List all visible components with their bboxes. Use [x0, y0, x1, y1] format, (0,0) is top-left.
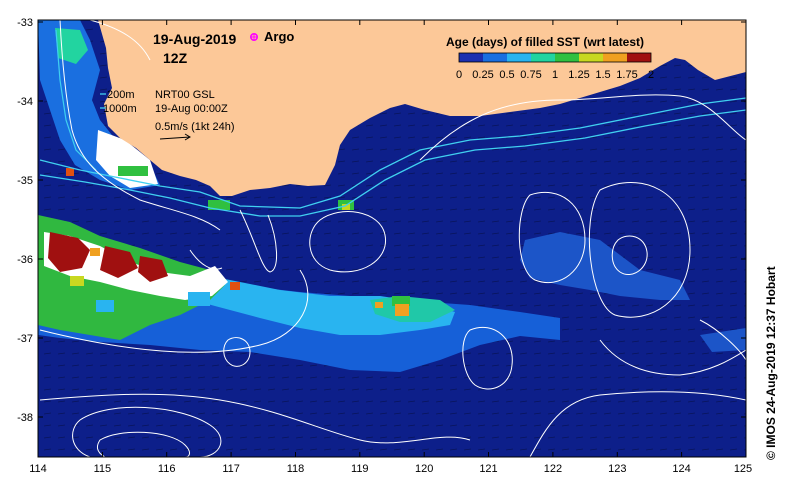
- x-tick-label: 124: [672, 463, 690, 475]
- y-tick-label: -34: [17, 96, 33, 108]
- legend-title: Age (days) of filled SST (wrt latest): [446, 35, 644, 49]
- colorbar-tick: 0: [456, 69, 462, 81]
- y-axis-ticks: [38, 21, 746, 418]
- vector-scale-arrow: [159, 133, 191, 141]
- sst-fill-albany-yellow: [342, 204, 350, 210]
- isobath-1000m: [39, 109, 746, 217]
- land-australia: [98, 20, 746, 196]
- sst-fill-coast-red: [66, 168, 74, 176]
- sst-fill-west-darkred: [48, 232, 90, 272]
- sst-fill-west-red: [230, 282, 240, 290]
- x-tick-label: 121: [479, 463, 497, 475]
- colorbar-tick: 1.5: [595, 69, 610, 81]
- ssh-contour-line-8: [59, 20, 221, 231]
- x-tick-label: 122: [544, 463, 562, 475]
- colorbar-tick: 0.5: [499, 69, 514, 81]
- x-tick-label: 120: [415, 463, 433, 475]
- sst-fill-orange-small-2: [375, 302, 383, 308]
- colorbar-swatch: [483, 53, 507, 62]
- argo-float-marker: [250, 32, 259, 41]
- age-colorbar-legend: Age (days) of filled SST (wrt latest) 0 …: [446, 35, 654, 81]
- sst-fill-west-lightblue-2: [96, 300, 114, 312]
- date-label: 19-Aug-2019: [153, 31, 236, 47]
- ssh-contour-line-10: [189, 249, 223, 270]
- ssh-contour-line-9: [89, 20, 151, 61]
- plot-area: [38, 20, 746, 457]
- sst-fill-coast-green: [55, 28, 88, 64]
- colorbar-tick: 1.25: [568, 69, 589, 81]
- ssh-contour-ring-3: [588, 182, 691, 318]
- sst-fill-cape-green: [208, 200, 230, 210]
- product-label: NRT00 GSL: [155, 89, 215, 101]
- ssh-contour-line-6: [239, 209, 278, 273]
- ssh-contour-ring-8: [96, 431, 190, 457]
- plot-frame: [37, 19, 747, 458]
- ssh-contour-line-2: [39, 393, 471, 444]
- time-label: 12Z: [163, 50, 188, 66]
- sst-fill-west-orange: [90, 248, 100, 256]
- sst-fill-patch-east: [520, 232, 690, 300]
- x-axis-labels: 114 115 116 117 118 119 120 121 122 123 …: [29, 463, 752, 475]
- argo-label: Argo: [264, 29, 294, 44]
- colorbar-tick-labels: 0 0.25 0.5 0.75 1 1.25 1.5 1.75 2: [456, 69, 654, 81]
- x-tick-label: 125: [734, 463, 752, 475]
- ssh-contour-ring-4: [611, 235, 648, 275]
- y-tick-label: -35: [17, 175, 33, 187]
- ssh-contour-ring-7: [72, 406, 222, 457]
- y-axis-labels: -33 -34 -35 -36 -37 -38: [17, 17, 33, 424]
- colorbar-tick: 0.75: [520, 69, 541, 81]
- isobath-1000m-label: 1000m: [103, 103, 137, 115]
- ssh-contour-line-3: [529, 391, 746, 457]
- vector-scale-label: 0.5m/s (1kt 24h): [155, 121, 234, 133]
- sst-fill-teal-patch: [370, 296, 455, 322]
- colorbar-swatch: [627, 53, 651, 62]
- x-tick-label: 123: [608, 463, 626, 475]
- ssh-contour-ring-6: [223, 337, 251, 367]
- sst-fill-west-darkred-3: [138, 256, 168, 282]
- analysis-time-label: 19-Aug 00:00Z: [155, 103, 228, 115]
- colorbar-tick: 0.25: [472, 69, 493, 81]
- isobath-shelf-west: [55, 29, 97, 171]
- ssh-contour-line-4: [699, 319, 746, 361]
- isobath-200m: [39, 97, 746, 209]
- imos-credit: © IMOS 24-Aug-2019 12:37 Hobart: [764, 266, 778, 460]
- colorbar-swatch: [531, 53, 555, 62]
- ssh-contour-line-7: [599, 339, 746, 376]
- colorbar-swatches: [458, 52, 652, 63]
- x-tick-label: 116: [158, 463, 176, 475]
- sst-fill-west-darkred-2: [100, 246, 138, 278]
- colorbar-tick: 2: [648, 69, 654, 81]
- x-tick-label: 118: [287, 463, 305, 475]
- sst-fill-west-lightblue: [188, 292, 210, 306]
- ssh-contour-ring-1: [309, 211, 386, 273]
- ssh-contour-line-5: [419, 94, 746, 161]
- x-tick-label: 119: [351, 463, 369, 475]
- colorbar-swatch: [603, 53, 627, 62]
- ssh-contour-line-1: [39, 269, 309, 353]
- colorbar-tick: 1.75: [616, 69, 637, 81]
- colorbar-swatch: [459, 53, 483, 62]
- colorbar-swatch: [507, 53, 531, 62]
- ssh-contour-ring-5: [462, 327, 513, 390]
- sst-fill-west-yellow: [70, 276, 84, 286]
- sst-fill-green-small: [392, 296, 410, 306]
- colorbar-swatch: [555, 53, 579, 62]
- sst-fill-orange-small: [395, 304, 409, 316]
- y-tick-label: -37: [17, 333, 33, 345]
- colorbar-swatch: [579, 53, 603, 62]
- x-tick-label: 115: [94, 463, 112, 475]
- isobath-200m-label: 200m: [107, 89, 135, 101]
- x-tick-label: 114: [29, 463, 47, 475]
- ssh-contour-ring-2: [518, 191, 586, 284]
- y-tick-label: -33: [17, 17, 33, 29]
- y-tick-label: -38: [17, 412, 33, 424]
- colorbar-tick: 1: [552, 69, 558, 81]
- x-tick-label: 117: [222, 463, 240, 475]
- y-tick-label: -36: [17, 254, 33, 266]
- sst-fill-coast-green-2: [118, 166, 148, 176]
- sst-fill-coast-north: [38, 20, 160, 190]
